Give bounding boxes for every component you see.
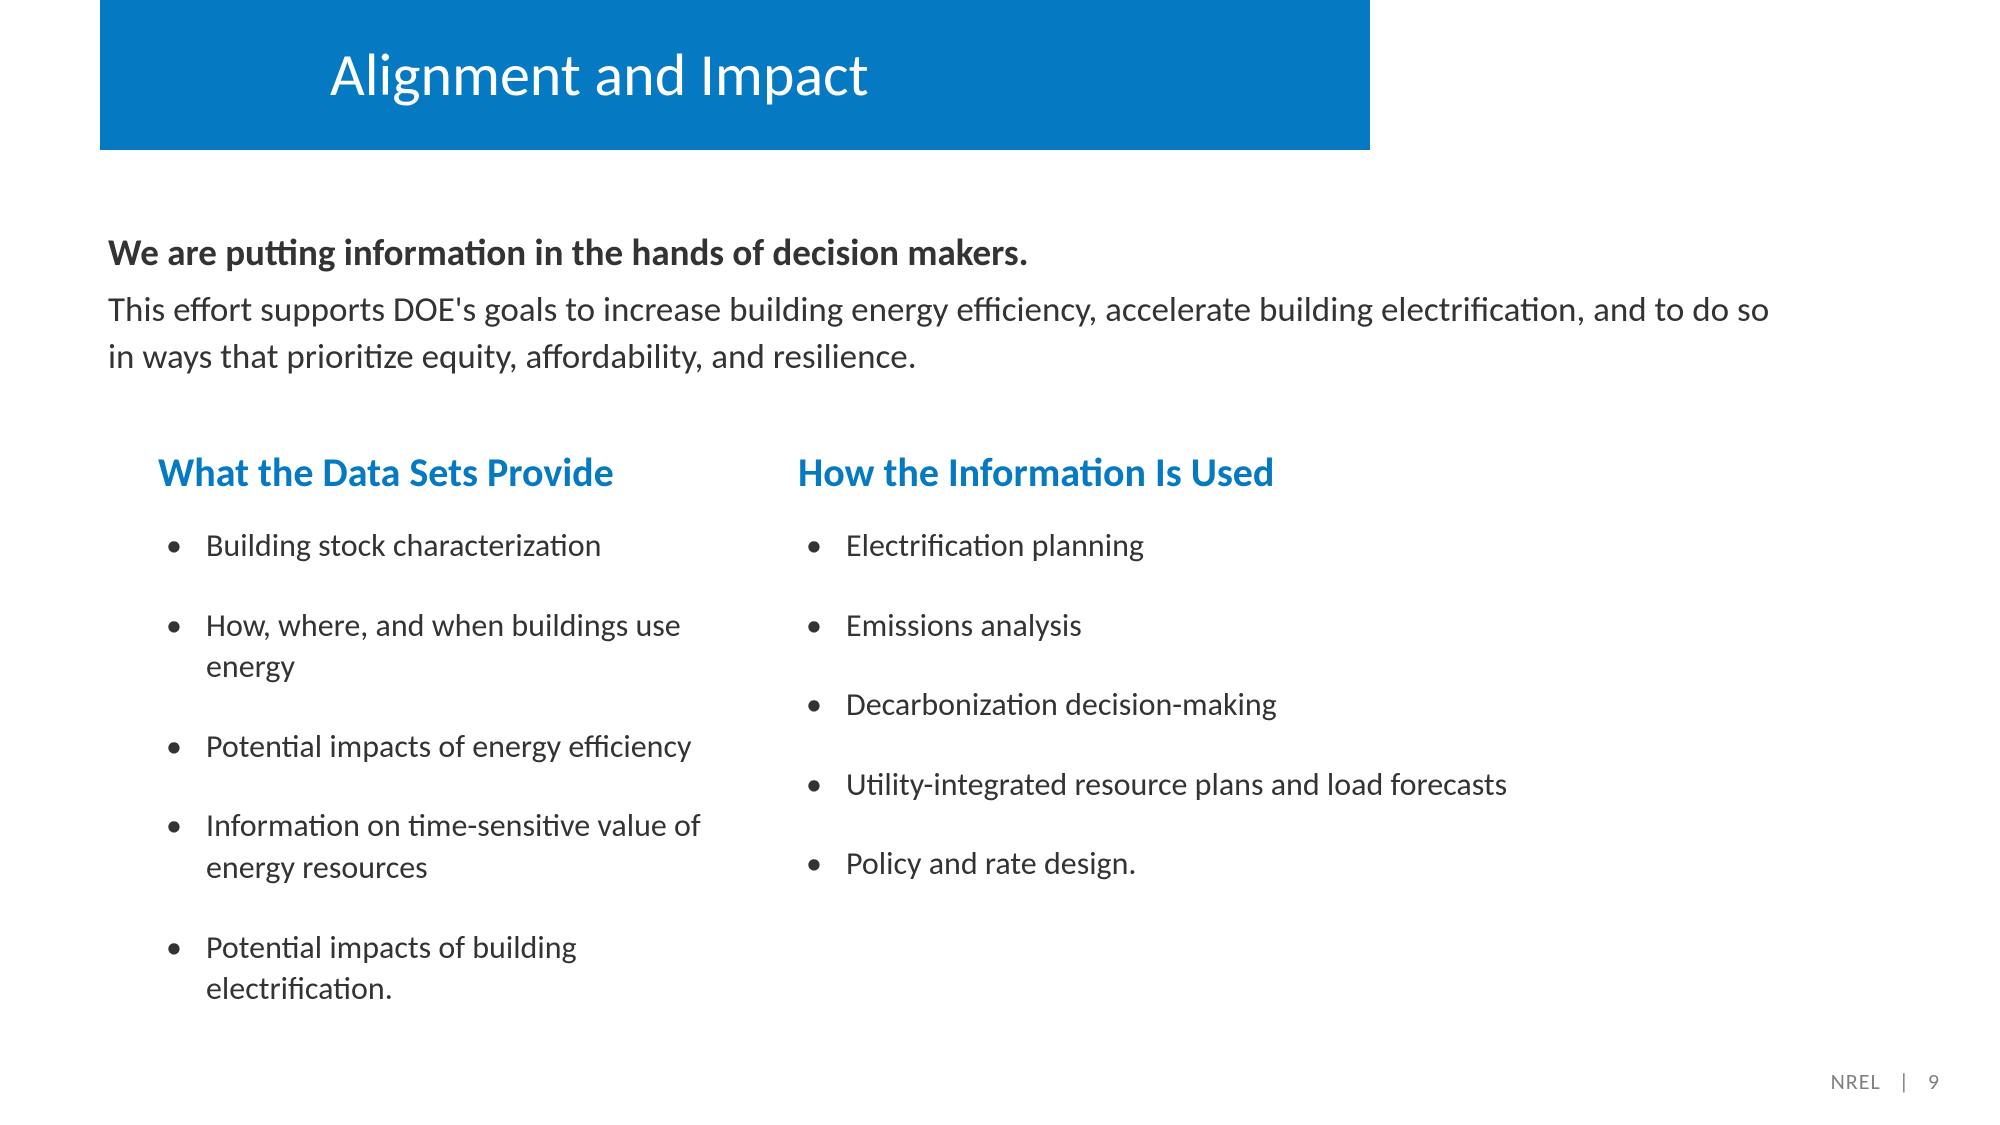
list-item: Building stock characterization xyxy=(158,525,738,567)
intro-heading: We are putting information in the hands … xyxy=(108,230,1788,275)
footer-page-number: 9 xyxy=(1928,1068,1940,1095)
list-item: Emissions analysis xyxy=(798,605,1558,647)
list-item: Electrification planning xyxy=(798,525,1558,567)
intro-section: We are putting information in the hands … xyxy=(108,230,1788,382)
slide-title: Alignment and Impact xyxy=(330,39,869,112)
left-column-heading: What the Data Sets Provide xyxy=(158,448,738,497)
list-item: Potential impacts of building electrific… xyxy=(158,927,738,1010)
columns-container: What the Data Sets Provide Building stoc… xyxy=(158,448,1938,1048)
list-item: Decarbonization decision-making xyxy=(798,684,1558,726)
footer-separator: | xyxy=(1899,1068,1910,1095)
list-item: Potential impacts of energy efficiency xyxy=(158,726,738,768)
right-column: How the Information Is Used Electrificat… xyxy=(798,448,1558,1048)
title-bar: Alignment and Impact xyxy=(100,0,1370,150)
footer-org: NREL xyxy=(1831,1068,1881,1095)
right-column-heading: How the Information Is Used xyxy=(798,448,1558,497)
left-bullet-list: Building stock characterization How, whe… xyxy=(158,525,738,1010)
intro-body: This effort supports DOE's goals to incr… xyxy=(108,287,1788,382)
right-bullet-list: Electrification planning Emissions analy… xyxy=(798,525,1558,885)
slide-footer: NREL | 9 xyxy=(1831,1068,1940,1095)
left-column: What the Data Sets Provide Building stoc… xyxy=(158,448,738,1048)
list-item: Information on time-sensitive value of e… xyxy=(158,805,738,888)
list-item: Policy and rate design. xyxy=(798,843,1558,885)
list-item: Utility-integrated resource plans and lo… xyxy=(798,764,1558,806)
list-item: How, where, and when buildings use energ… xyxy=(158,605,738,688)
